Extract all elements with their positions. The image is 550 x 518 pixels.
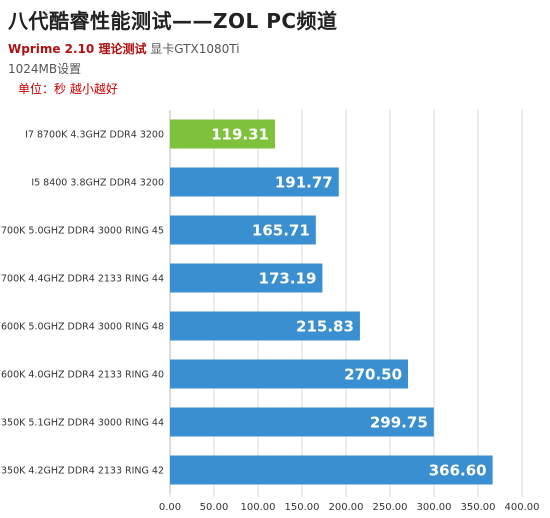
bar xyxy=(170,263,323,293)
bar-value-label: 119.31 xyxy=(211,126,269,144)
test-subtitle: Wprime 2.10 理论测试 显卡GTX1080Ti xyxy=(8,40,240,57)
bar xyxy=(170,311,360,341)
category-label: I7 8700K 4.3GHZ DDR4 3200 xyxy=(25,130,164,141)
category-label: I3 7350K 4.2GHZ DDR4 2133 RING 42 xyxy=(0,466,164,477)
bar-value-label: 270.50 xyxy=(344,366,402,384)
bar xyxy=(170,407,434,437)
bar xyxy=(170,215,316,245)
x-tick-label: 200.00 xyxy=(329,502,364,513)
x-tick-label: 400.00 xyxy=(505,502,540,513)
category-label: I7 7700K 5.0GHZ DDR4 3000 RING 45 xyxy=(0,226,164,237)
bar-value-label: 215.83 xyxy=(296,318,354,336)
unit-note: 单位：秒 越小越好 xyxy=(18,82,118,96)
x-tick-label: 100.00 xyxy=(241,502,276,513)
x-tick-label: 0.00 xyxy=(159,502,181,513)
category-label: I5 8400 3.8GHZ DDR4 3200 xyxy=(31,178,164,189)
bar-value-label: 165.71 xyxy=(252,222,310,240)
bar-value-label: 173.19 xyxy=(259,270,317,288)
category-label: I7 7700K 4.4GHZ DDR4 2133 RING 44 xyxy=(0,274,164,285)
x-tick-label: 50.00 xyxy=(200,502,229,513)
bar xyxy=(170,119,275,149)
x-tick-label: 350.00 xyxy=(461,502,496,513)
gpu-info: 显卡GTX1080Ti xyxy=(146,42,240,56)
x-tick-label: 150.00 xyxy=(285,502,320,513)
bar xyxy=(170,167,339,197)
category-label: I5 7600K 5.0GHZ DDR4 3000 RING 48 xyxy=(0,322,164,333)
bar-value-label: 366.60 xyxy=(429,462,487,480)
bar-value-label: 299.75 xyxy=(370,414,428,432)
test-setting: 1024MB设置 xyxy=(8,62,82,76)
bar-value-label: 191.77 xyxy=(275,174,333,192)
test-name: Wprime 2.10 理论测试 xyxy=(8,42,147,56)
category-label: I5 7600K 4.0GHZ DDR4 2133 RING 40 xyxy=(0,370,164,381)
category-label: I3 7350K 5.1GHZ DDR4 3000 RING 44 xyxy=(0,418,164,429)
bar xyxy=(170,359,409,389)
x-tick-label: 300.00 xyxy=(417,502,452,513)
page-title: 八代酷睿性能测试——ZOL PC频道 xyxy=(8,9,338,33)
bar xyxy=(170,455,493,485)
x-tick-label: 250.00 xyxy=(373,502,408,513)
